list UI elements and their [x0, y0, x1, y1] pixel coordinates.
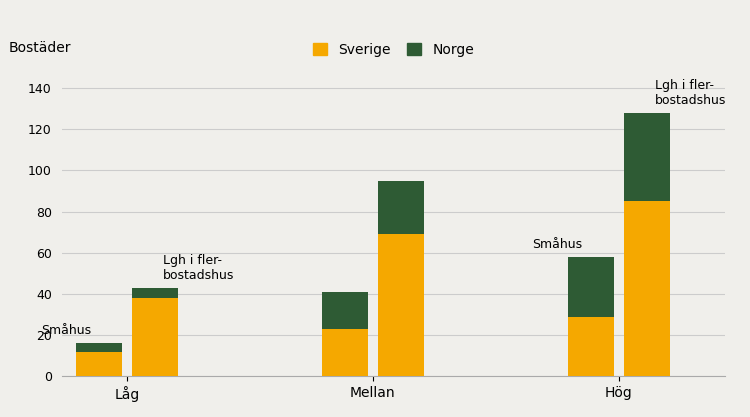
Bar — [624, 201, 670, 376]
Bar — [624, 113, 670, 201]
Text: Lgh i fler-
bostadshus: Lgh i fler- bostadshus — [655, 78, 726, 107]
Bar — [76, 352, 122, 376]
Text: Småhus: Småhus — [41, 324, 91, 337]
Bar — [76, 343, 122, 352]
Bar — [322, 292, 368, 329]
Legend: Sverige, Norge: Sverige, Norge — [308, 37, 479, 63]
Text: Lgh i fler-
bostadshus: Lgh i fler- bostadshus — [163, 254, 235, 281]
Bar — [568, 317, 614, 376]
Bar — [132, 298, 178, 376]
Bar — [322, 329, 368, 376]
Bar — [568, 257, 614, 317]
Bar — [132, 288, 178, 298]
Text: Småhus: Småhus — [532, 238, 583, 251]
Text: Bostäder: Bostäder — [8, 41, 71, 55]
Bar — [378, 181, 424, 234]
Bar — [378, 234, 424, 376]
